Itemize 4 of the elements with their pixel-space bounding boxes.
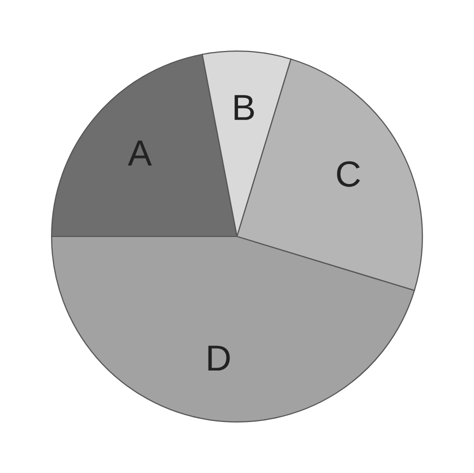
slice-label: C xyxy=(337,161,360,187)
slice-label: A xyxy=(128,140,152,166)
slice-label: B xyxy=(234,95,254,120)
slice-label: D xyxy=(208,346,230,371)
